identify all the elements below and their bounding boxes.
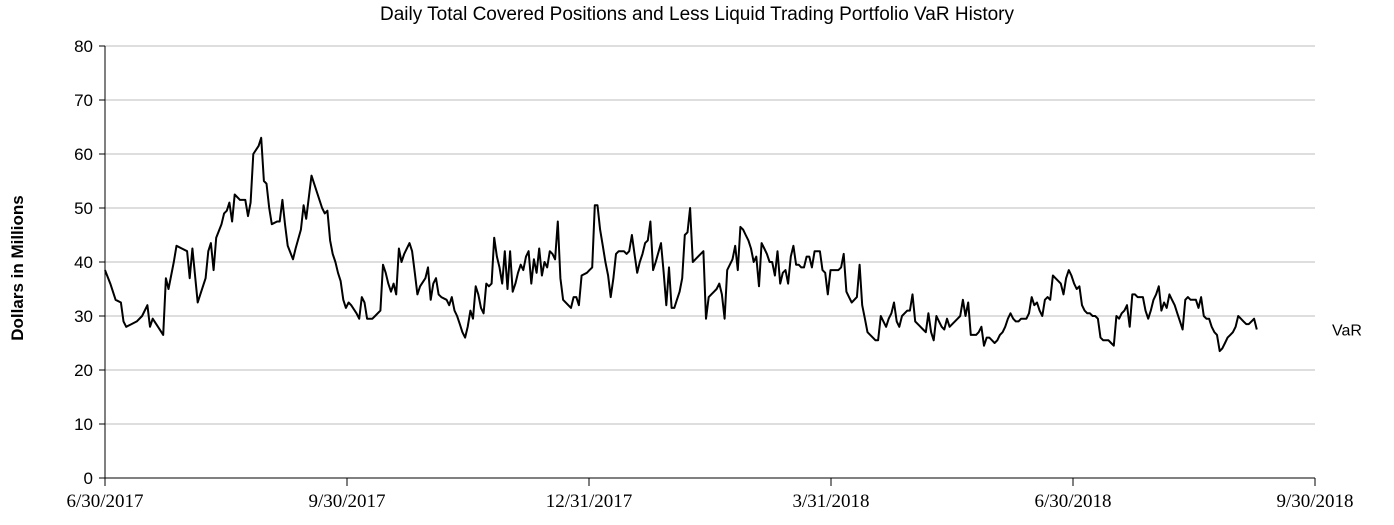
y-tick-label-70: 70 xyxy=(74,91,93,110)
chart-title: Daily Total Covered Positions and Less L… xyxy=(379,4,1014,25)
y-tick-label-50: 50 xyxy=(74,199,93,218)
y-tick-label-80: 80 xyxy=(74,37,93,56)
x-tick-label-5: 9/30/2018 xyxy=(1276,491,1353,512)
y-tick-label-30: 30 xyxy=(74,307,93,326)
y-tick-label-20: 20 xyxy=(74,361,93,380)
y-tick-label-10: 10 xyxy=(74,415,93,434)
x-tick-label-2: 12/31/2017 xyxy=(546,491,633,512)
x-tick-label-0: 6/30/2017 xyxy=(66,491,143,512)
series-line-var xyxy=(104,136,1258,353)
y-tick-label-60: 60 xyxy=(74,145,93,164)
series-label-var: VaR xyxy=(1332,323,1362,340)
x-tick-label-3: 3/31/2018 xyxy=(792,491,869,512)
x-tick-label-1: 9/30/2017 xyxy=(308,491,385,512)
x-tick-label-4: 6/30/2018 xyxy=(1034,491,1111,512)
y-tick-label-0: 0 xyxy=(84,469,93,488)
y-tick-label-40: 40 xyxy=(74,253,93,272)
